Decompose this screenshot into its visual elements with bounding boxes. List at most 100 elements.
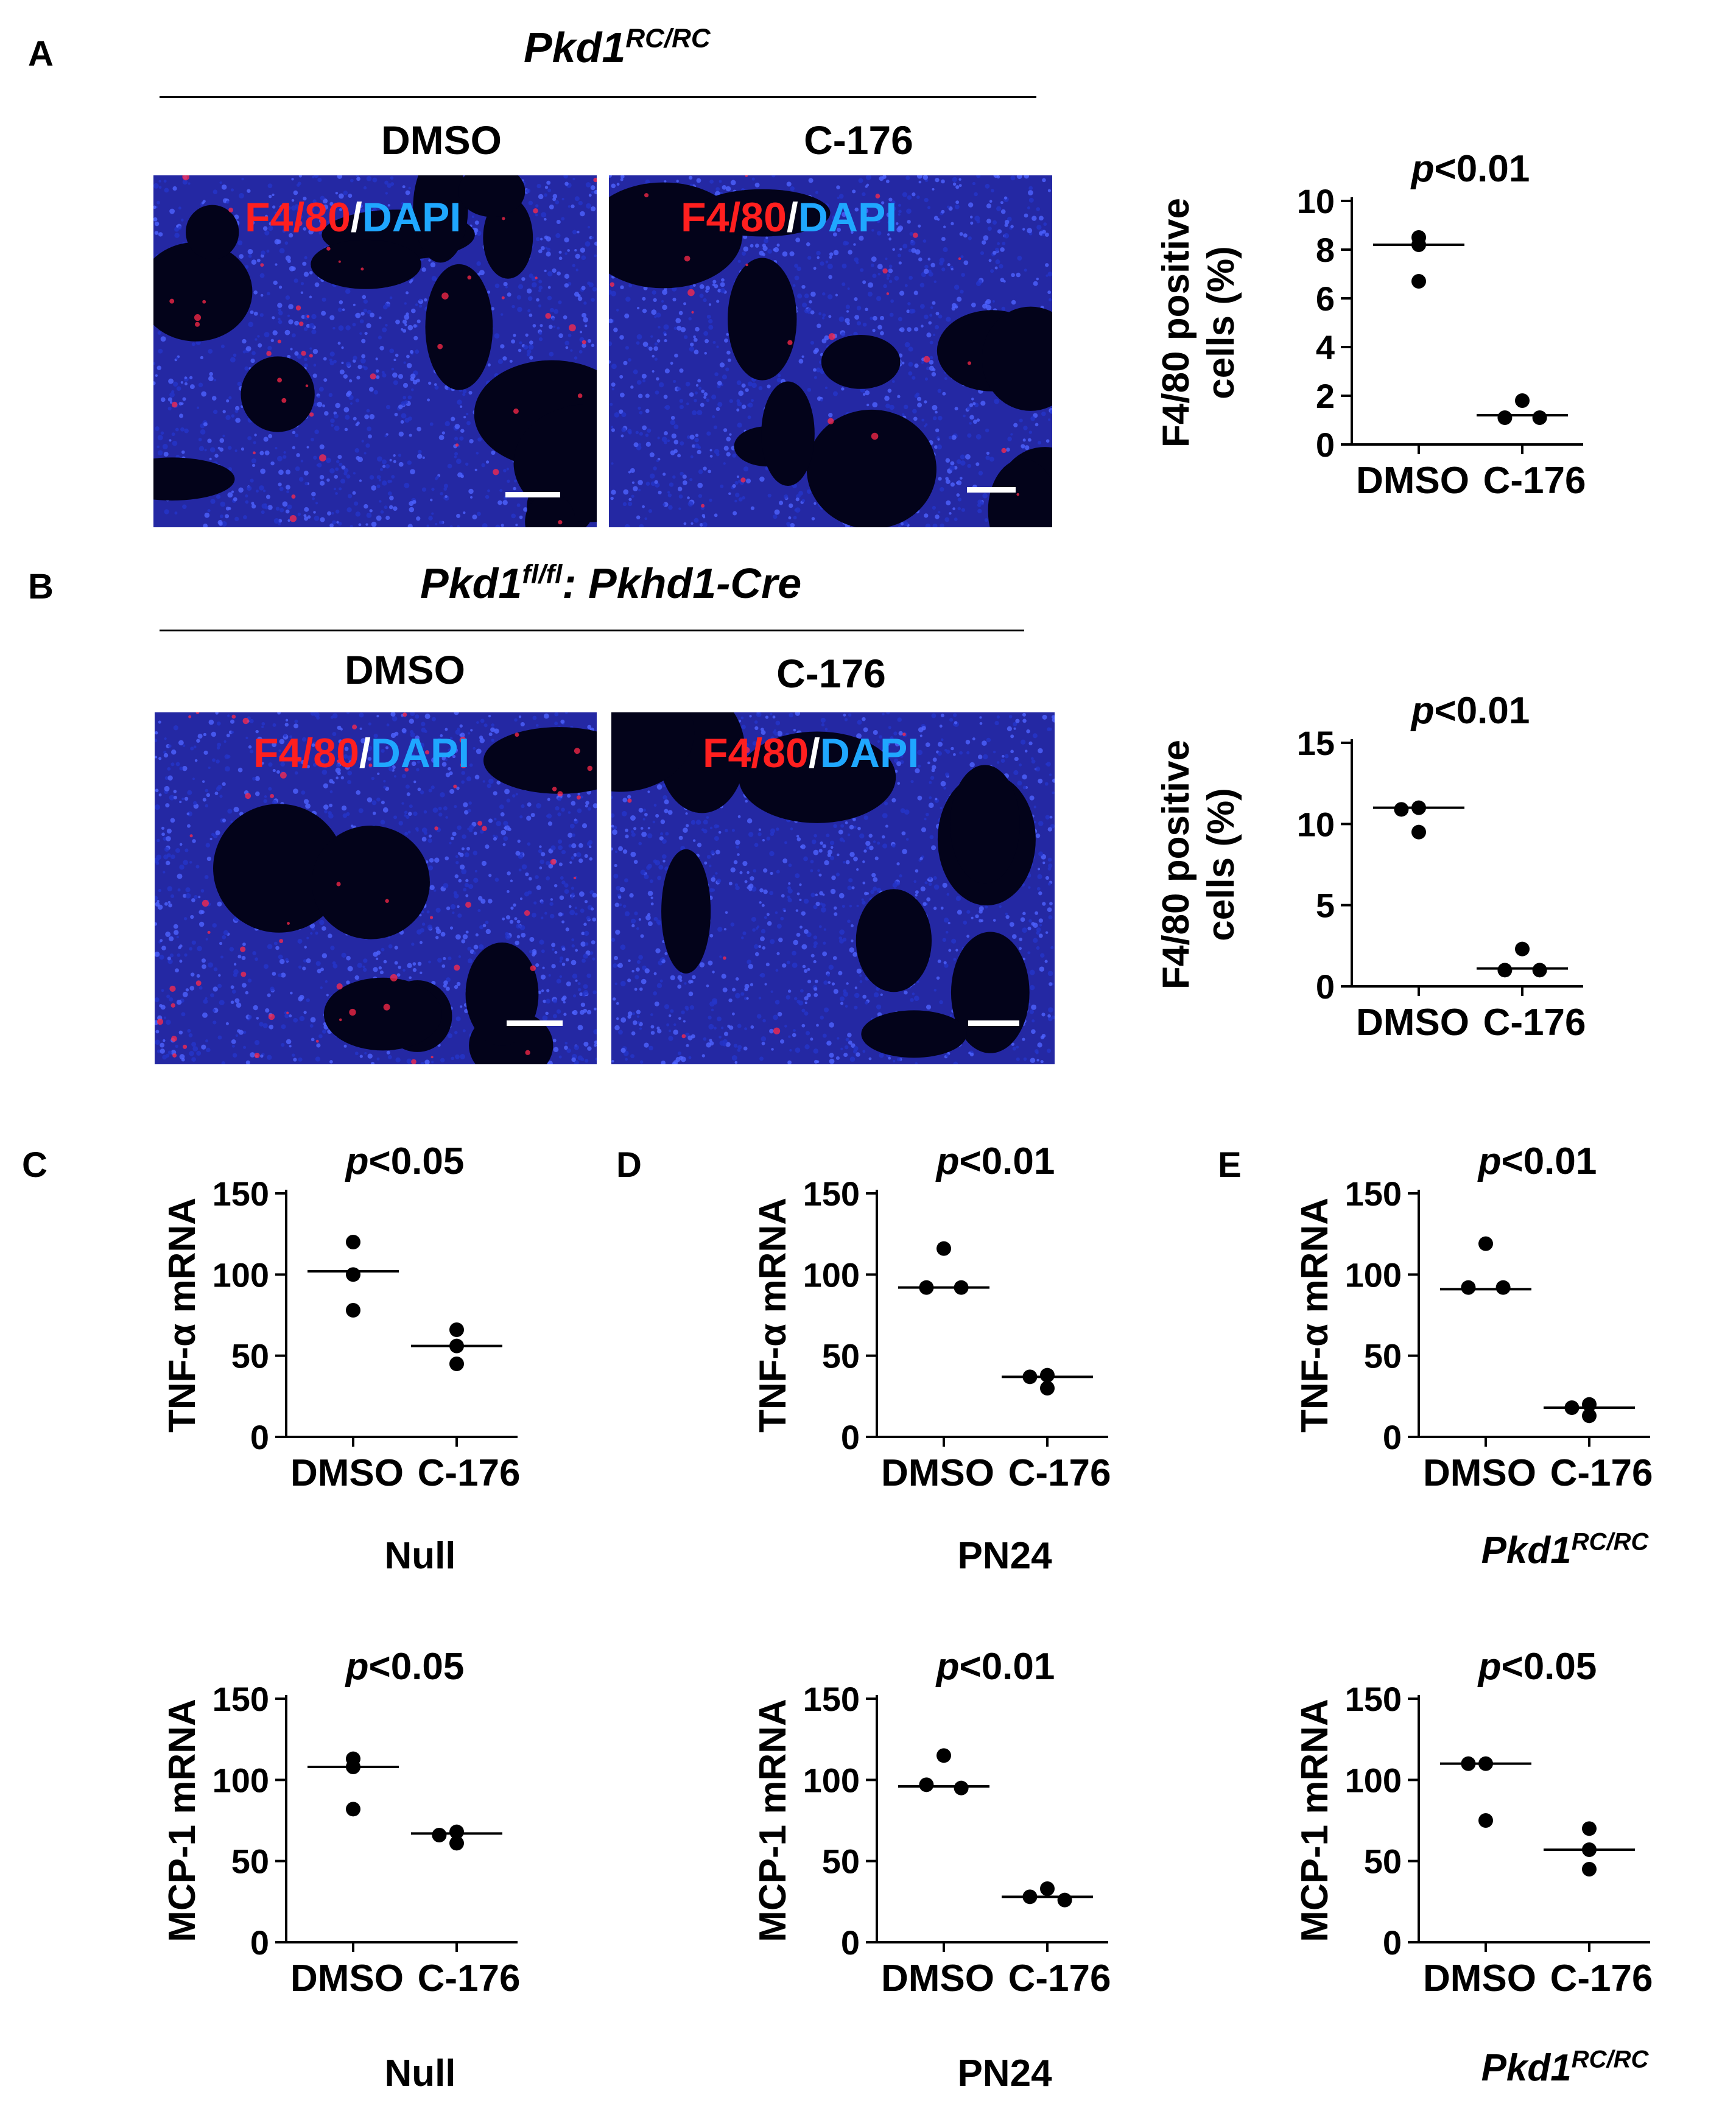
data-point [1461, 1280, 1476, 1295]
y-axis-label: TNF-α mRNA [752, 1198, 794, 1433]
data-point [919, 1777, 934, 1792]
stain-label: F4/80/DAPI [253, 730, 470, 776]
x-tick-label: C-176 [1550, 1957, 1653, 1999]
y-axis-label: F4/80 positive cells (%) [1155, 740, 1242, 989]
y-tick-label: 15 [1297, 724, 1335, 762]
p-value-label: p<0.01 [1477, 1140, 1597, 1182]
data-point [937, 1241, 951, 1256]
chart-e-tnf: TNF-α mRNA 0 50 100 150 DMSO C-176 p<0.01 [1294, 1140, 1653, 1494]
p-value-label: p<0.01 [935, 1646, 1055, 1688]
tissue-image [153, 175, 597, 527]
data-point [1478, 1756, 1493, 1771]
scale-bar [967, 487, 1016, 493]
y-axis-label-line: MCP-1 mRNA [161, 1699, 203, 1942]
x-tick-label: DMSO [290, 1957, 404, 1999]
data-point [919, 1280, 934, 1295]
y-axis-label-line: MCP-1 mRNA [752, 1699, 794, 1942]
data-point [449, 1357, 464, 1371]
y-tick-label: 50 [1364, 1337, 1402, 1375]
y-tick-label: 4 [1316, 328, 1335, 367]
y-tick-label: 100 [1345, 1761, 1402, 1799]
data-point [1040, 1881, 1055, 1896]
y-tick-label: 0 [841, 1418, 860, 1456]
panel-a-genotype: Pkd1RC/RC [524, 23, 711, 71]
y-tick-label: 0 [841, 1923, 860, 1962]
tissue-image [609, 175, 1052, 527]
data-point [346, 1802, 360, 1817]
micrograph-b-dmso: F4/80/DAPI [155, 712, 597, 1064]
x-tick-label: DMSO [881, 1452, 994, 1494]
data-point [1582, 1821, 1597, 1836]
x-tick-label: C-176 [1008, 1957, 1111, 1999]
scale-bar [507, 1020, 563, 1026]
y-tick-label: 0 [1316, 426, 1335, 464]
p-value-label: p<0.05 [1477, 1646, 1597, 1688]
x-tick-label: C-176 [1008, 1452, 1111, 1494]
micrograph-a-c176: F4/80/DAPI [609, 175, 1052, 527]
y-tick-label: 100 [803, 1761, 860, 1799]
x-tick-label: DMSO [1356, 1002, 1469, 1044]
panel-letter-e: E [1218, 1145, 1242, 1185]
panel-a-group-c176: C-176 [804, 118, 913, 163]
y-tick-label: 150 [213, 1680, 269, 1718]
data-point [1022, 1889, 1038, 1905]
data-point [1478, 1813, 1493, 1828]
y-tick-label: 0 [1383, 1923, 1402, 1962]
x-tick-label: C-176 [418, 1452, 521, 1494]
data-point [1582, 1408, 1597, 1424]
sublabel-d-top: PN24 [957, 1535, 1052, 1577]
y-tick-label: 100 [213, 1255, 269, 1294]
y-axis-label-line: TNF-α mRNA [1294, 1198, 1336, 1433]
data-point [1411, 824, 1426, 840]
y-axis-label: MCP-1 mRNA [752, 1699, 794, 1942]
y-axis-label-line: MCP-1 mRNA [1294, 1699, 1336, 1942]
sublabel-e-top: Pkd1RC/RC [1481, 1528, 1649, 1571]
y-tick-label: 0 [250, 1923, 269, 1962]
data-point [1478, 1236, 1493, 1251]
y-tick-label: 2 [1316, 377, 1335, 415]
data-point [346, 1303, 360, 1318]
y-axis-label-line: TNF-α mRNA [161, 1198, 203, 1433]
data-point [1582, 1862, 1597, 1877]
y-tick-label: 100 [1345, 1255, 1402, 1294]
p-value-label: p<0.05 [345, 1646, 465, 1688]
panel-a-divider [160, 96, 1036, 98]
y-axis-label-line: TNF-α mRNA [752, 1198, 794, 1433]
x-tick-label: DMSO [1423, 1957, 1536, 1999]
y-tick-label: 100 [213, 1761, 269, 1799]
y-tick-label: 0 [1383, 1418, 1402, 1456]
y-axis-label: MCP-1 mRNA [161, 1699, 203, 1942]
sublabel-d-bottom: PN24 [957, 2052, 1052, 2094]
chart-c-tnf: TNF-α mRNA 0 50 100 150 DMSO C-176 p<0.05 [161, 1140, 521, 1494]
data-point [1411, 237, 1426, 252]
y-tick-label: 50 [231, 1337, 269, 1375]
scale-bar [968, 1020, 1019, 1026]
data-point [1495, 1280, 1511, 1295]
data-point [1564, 1400, 1580, 1415]
data-point [1022, 1369, 1038, 1385]
tissue-image [611, 712, 1055, 1064]
data-point [1394, 802, 1409, 817]
data-point [1057, 1892, 1072, 1908]
data-point [346, 1760, 360, 1774]
chart-d-tnf: TNF-α mRNA 0 50 100 150 DMSO C-176 p<0.01 [752, 1140, 1111, 1494]
data-point [1411, 800, 1426, 815]
chart-e-mcp: MCP-1 mRNA 0 50 100 150 DMSO C-176 p<0.05 [1294, 1646, 1653, 1999]
y-tick-label: 0 [1316, 967, 1335, 1006]
data-point [1515, 393, 1530, 408]
x-tick-label: C-176 [418, 1957, 521, 1999]
micrograph-b-c176: F4/80/DAPI [611, 712, 1055, 1064]
y-tick-label: 8 [1316, 231, 1335, 269]
y-tick-label: 50 [822, 1842, 860, 1881]
data-point [432, 1828, 447, 1842]
y-tick-label: 150 [1345, 1174, 1402, 1213]
data-point [1532, 963, 1547, 978]
x-tick-label: DMSO [881, 1957, 994, 1999]
panel-letter-c: C [22, 1145, 47, 1185]
y-axis-label: TNF-α mRNA [161, 1198, 203, 1433]
y-axis-label: TNF-α mRNA [1294, 1198, 1336, 1433]
y-tick-label: 150 [213, 1174, 269, 1213]
data-point [954, 1780, 969, 1796]
data-point [954, 1280, 969, 1295]
y-tick-label: 150 [803, 1174, 860, 1213]
